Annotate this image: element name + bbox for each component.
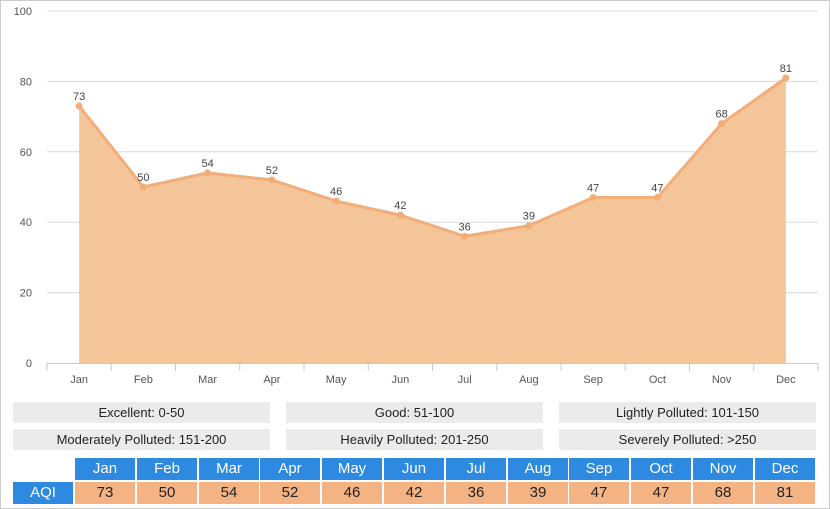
y-tick-label: 0: [26, 358, 32, 370]
x-tick-label-jul: Jul: [458, 374, 472, 386]
x-tick-label-oct: Oct: [649, 374, 666, 386]
x-tick-label-jan: Jan: [70, 374, 88, 386]
aqi-row-label: AQI: [13, 482, 73, 504]
data-label-dec: 81: [780, 63, 792, 75]
table-value-jul: 36: [446, 482, 506, 504]
data-point-apr: [268, 176, 276, 184]
table-value-dec: 81: [755, 482, 815, 504]
data-label-nov: 68: [716, 109, 728, 121]
data-label-jun: 42: [394, 200, 406, 212]
data-point-feb: [139, 183, 147, 191]
data-point-nov: [718, 120, 726, 128]
y-tick-label: 60: [20, 147, 32, 159]
y-tick-label: 40: [20, 217, 32, 229]
data-point-aug: [525, 222, 533, 230]
table-value-jan: 73: [75, 482, 135, 504]
x-tick-label-mar: Mar: [198, 374, 217, 386]
data-point-jul: [461, 232, 469, 240]
table-header-jun: Jun: [384, 458, 444, 480]
data-point-jan: [75, 102, 83, 110]
x-tick-label-jun: Jun: [392, 374, 410, 386]
series-line: [77, 76, 787, 238]
data-point-jun: [396, 211, 404, 219]
data-label-jan: 73: [73, 91, 85, 103]
x-tick-label-sep: Sep: [583, 374, 603, 386]
legend-heavily-polluted: Heavily Polluted: 201-250: [286, 429, 543, 450]
table-value-may: 46: [322, 482, 382, 504]
x-tick-label-feb: Feb: [134, 374, 153, 386]
data-label-may: 46: [330, 186, 342, 198]
area-fill: [79, 77, 786, 363]
table-value-nov: 68: [693, 482, 753, 504]
table-value-mar: 54: [199, 482, 259, 504]
data-label-apr: 52: [266, 165, 278, 177]
data-label-sep: 47: [587, 183, 599, 195]
table-header-jan: Jan: [75, 458, 135, 480]
table-value-aug: 39: [508, 482, 568, 504]
table-value-feb: 50: [137, 482, 197, 504]
y-tick-label: 80: [20, 76, 32, 88]
legend-good: Good: 51-100: [286, 402, 543, 423]
table-header-aug: Aug: [508, 458, 568, 480]
table-header-nov: Nov: [693, 458, 753, 480]
x-tick-label-aug: Aug: [519, 374, 539, 386]
data-point-may: [332, 197, 340, 205]
y-tick-label: 20: [20, 288, 32, 300]
table-value-oct: 47: [631, 482, 691, 504]
legend-lightly-polluted: Lightly Polluted: 101-150: [559, 402, 816, 423]
table-header-mar: Mar: [199, 458, 259, 480]
x-tick-label-may: May: [326, 374, 347, 386]
table-value-jun: 42: [384, 482, 444, 504]
data-label-mar: 54: [202, 158, 214, 170]
data-point-oct: [653, 194, 661, 202]
legend-excellent: Excellent: 0-50: [13, 402, 270, 423]
data-point-sep: [589, 194, 597, 202]
y-tick-label: 100: [14, 6, 32, 18]
data-label-aug: 39: [523, 211, 535, 223]
table-header-feb: Feb: [137, 458, 197, 480]
table-value-apr: 52: [260, 482, 320, 504]
legend-severely-polluted: Severely Polluted: >250: [559, 429, 816, 450]
table-header-jul: Jul: [446, 458, 506, 480]
x-tick-label-apr: Apr: [263, 374, 280, 386]
data-point-dec: [782, 74, 790, 82]
data-point-mar: [204, 169, 212, 177]
x-tick-label-dec: Dec: [776, 374, 796, 386]
data-label-jul: 36: [459, 221, 471, 233]
data-label-feb: 50: [137, 172, 149, 184]
table-header-sep: Sep: [569, 458, 629, 480]
table-header-apr: Apr: [260, 458, 320, 480]
table-header-may: May: [322, 458, 382, 480]
table-header-oct: Oct: [631, 458, 691, 480]
table-value-sep: 47: [569, 482, 629, 504]
table-header-dec: Dec: [755, 458, 815, 480]
x-tick-label-nov: Nov: [712, 374, 732, 386]
data-label-oct: 47: [651, 183, 663, 195]
aqi-area-chart: 0 20 40 60 80 100 73 Jan 50 Feb 54 Mar 52 Apr 46 May 42 J…: [14, 6, 819, 386]
legend-moderately-polluted: Moderately Polluted: 151-200: [13, 429, 270, 450]
